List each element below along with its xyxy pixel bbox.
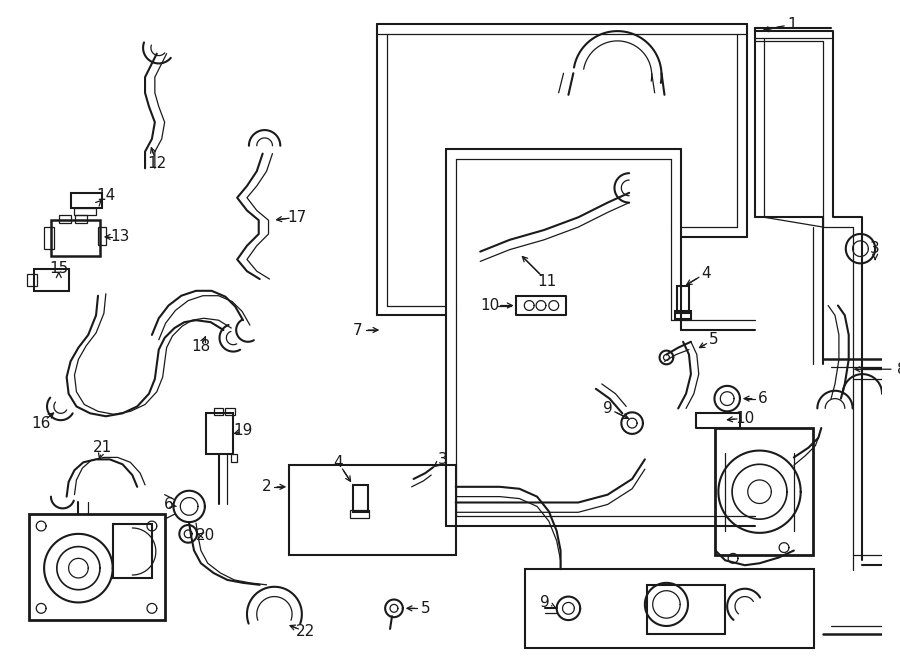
- Bar: [353, 485, 367, 512]
- Bar: [675, 311, 691, 319]
- Bar: [225, 408, 235, 415]
- Bar: [27, 274, 37, 286]
- Text: 5: 5: [420, 601, 430, 616]
- Text: 14: 14: [96, 188, 115, 203]
- Text: 12: 12: [148, 156, 166, 171]
- Bar: [44, 227, 54, 249]
- Text: 6: 6: [164, 497, 174, 512]
- Text: 15: 15: [50, 261, 68, 276]
- Bar: [76, 215, 87, 223]
- Bar: [350, 510, 370, 518]
- Bar: [112, 524, 152, 578]
- Bar: [647, 585, 725, 634]
- Bar: [70, 193, 102, 208]
- Bar: [30, 514, 165, 620]
- Text: 9: 9: [603, 401, 613, 416]
- Text: 4: 4: [333, 455, 343, 470]
- Text: 13: 13: [110, 229, 130, 245]
- Bar: [98, 227, 106, 245]
- Text: 20: 20: [196, 528, 215, 543]
- Bar: [34, 269, 68, 291]
- Text: 1: 1: [788, 17, 796, 32]
- Text: 11: 11: [537, 274, 556, 288]
- Text: 16: 16: [32, 416, 50, 430]
- Text: 3: 3: [870, 241, 880, 256]
- Bar: [289, 465, 455, 555]
- Text: 4: 4: [701, 266, 710, 281]
- Text: 17: 17: [287, 210, 307, 225]
- Text: 19: 19: [233, 424, 253, 438]
- Bar: [526, 569, 814, 648]
- Text: 2: 2: [262, 479, 272, 494]
- Bar: [206, 413, 233, 455]
- Text: 10: 10: [735, 410, 754, 426]
- Text: 9: 9: [540, 595, 550, 610]
- Bar: [213, 408, 223, 415]
- Bar: [51, 220, 100, 256]
- Text: 10: 10: [481, 298, 500, 313]
- Bar: [231, 455, 238, 462]
- Text: 7: 7: [353, 323, 363, 338]
- Text: 21: 21: [94, 440, 112, 455]
- Bar: [716, 428, 814, 555]
- Text: 22: 22: [296, 625, 315, 639]
- Text: 8: 8: [896, 362, 900, 377]
- Bar: [75, 208, 96, 215]
- Text: 6: 6: [758, 391, 768, 406]
- Text: 18: 18: [192, 339, 211, 354]
- Bar: [677, 286, 689, 313]
- Text: 3: 3: [438, 452, 448, 467]
- Bar: [58, 215, 70, 223]
- Text: 5: 5: [708, 332, 718, 347]
